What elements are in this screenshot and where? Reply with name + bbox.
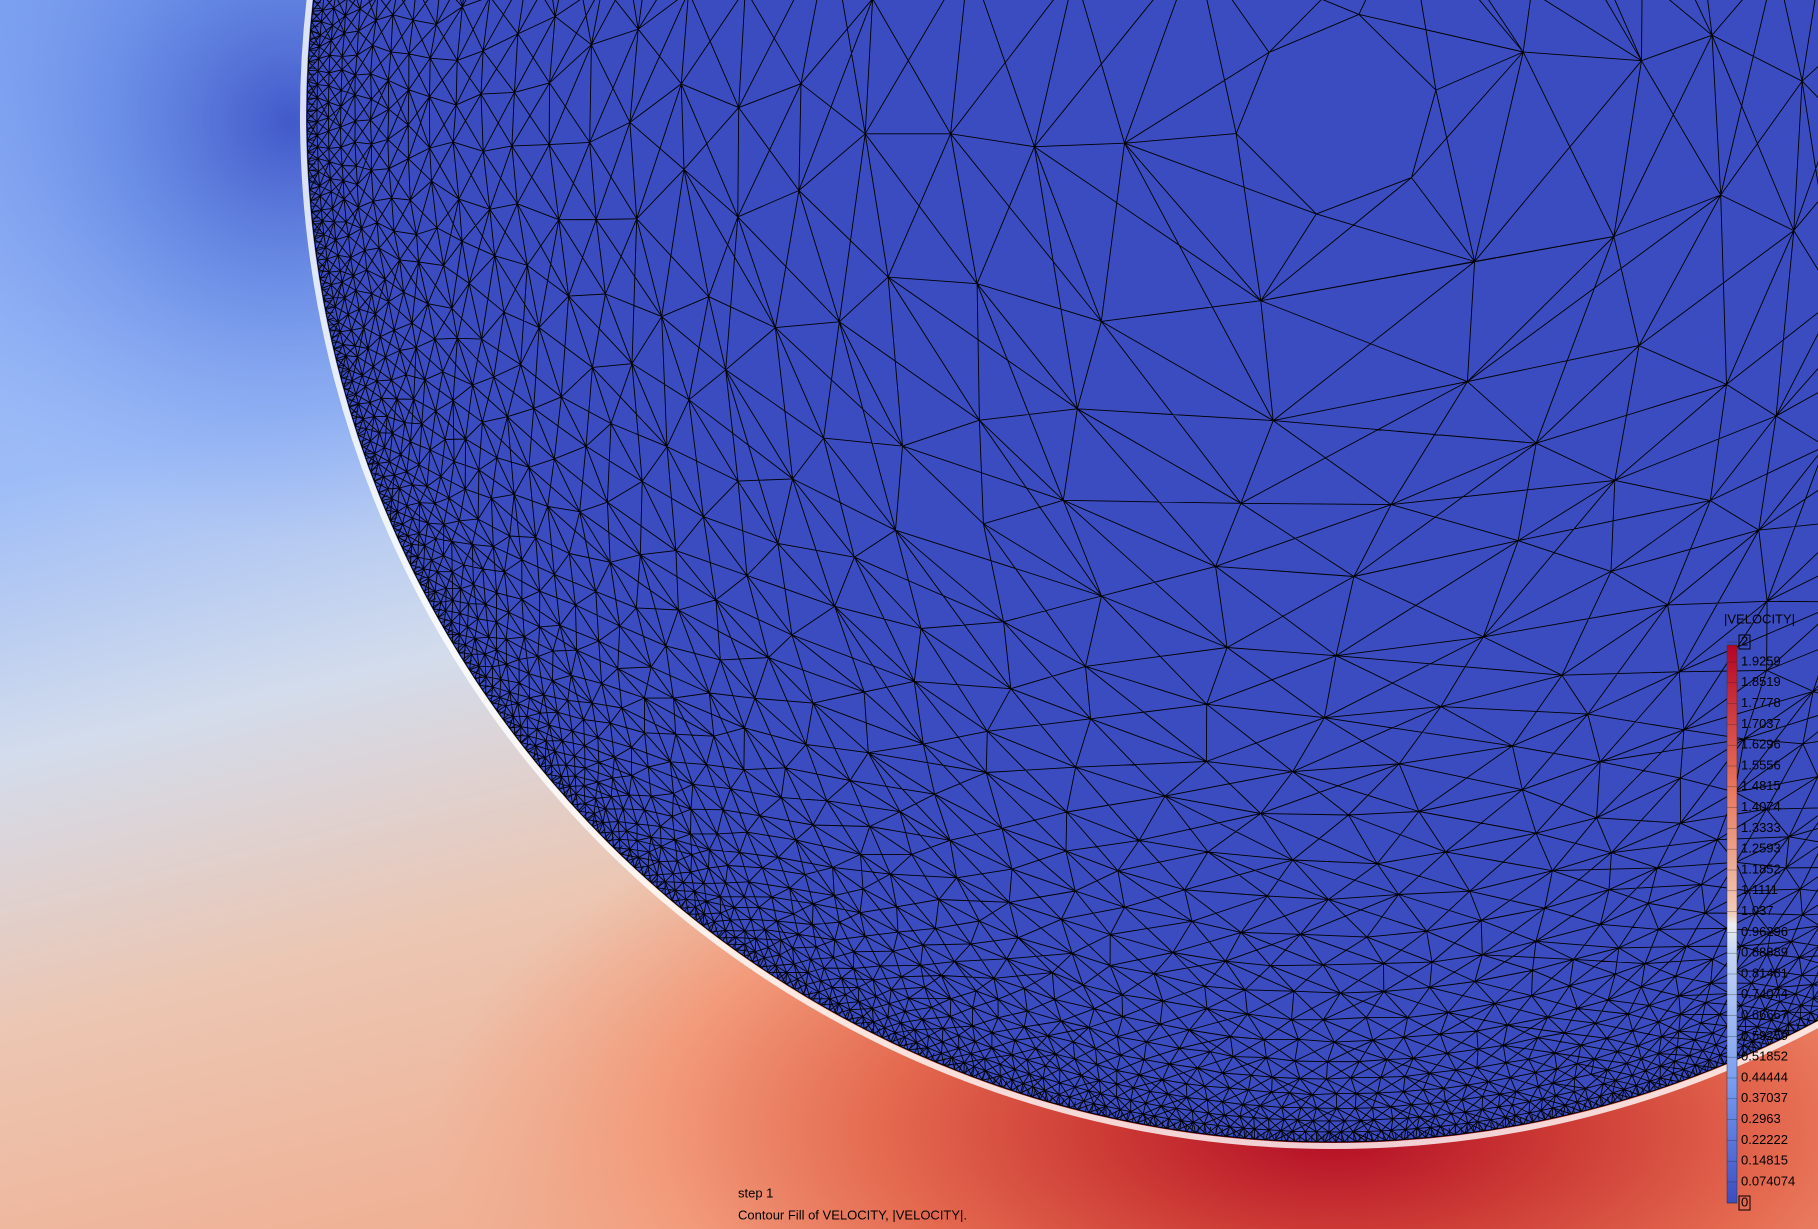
legend-label: 0.66667 — [1741, 1007, 1788, 1022]
legend-label: 0.88889 — [1741, 945, 1788, 960]
legend-label: 1.8519 — [1741, 674, 1781, 689]
legend-bar — [1726, 644, 1738, 1204]
legend-label: 0.44444 — [1741, 1069, 1788, 1084]
legend-label: 1.7778 — [1741, 695, 1781, 710]
legend-label: 1.9259 — [1741, 653, 1781, 668]
step-label: step 1 — [738, 1185, 773, 1200]
legend-label: 0.22222 — [1741, 1132, 1788, 1147]
legend-label: 2 — [1741, 633, 1748, 648]
legend-label: 0.59259 — [1741, 1028, 1788, 1043]
legend-label: 1.1852 — [1741, 861, 1781, 876]
legend-label: 1.7037 — [1741, 716, 1781, 731]
legend-label: 0.96296 — [1741, 924, 1788, 939]
boundary-layer — [300, 0, 1818, 1149]
mesh — [307, 0, 1818, 1142]
cylinder-edge — [306, 0, 1818, 1143]
legend-label: 0 — [1741, 1194, 1748, 1209]
legend-label: 0.2963 — [1741, 1111, 1781, 1126]
legend-end-box — [1738, 1195, 1751, 1211]
legend-label: 0.37037 — [1741, 1090, 1788, 1105]
legend-label: 0.74074 — [1741, 986, 1788, 1001]
legend-label: 0.074074 — [1741, 1173, 1795, 1188]
legend-end-box — [1738, 634, 1751, 650]
legend-label: 0.14815 — [1741, 1153, 1788, 1168]
legend-label: 1.5556 — [1741, 757, 1781, 772]
legend-label: 1.3333 — [1741, 820, 1781, 835]
legend-label: 0.51852 — [1741, 1049, 1788, 1064]
legend-label: 1.2593 — [1741, 841, 1781, 856]
mesh-edges — [307, 0, 1818, 1142]
legend-label: 1.037 — [1741, 903, 1774, 918]
legend-label: 1.4815 — [1741, 778, 1781, 793]
legend-label: 1.4074 — [1741, 799, 1781, 814]
color-legend: |VELOCITY| 2 1.9259 1.8519 1.7778 1.7037 1.62… — [1724, 611, 1795, 1211]
fine-mesh-ring — [307, 0, 1818, 1142]
legend-label: 0.81481 — [1741, 965, 1788, 980]
result-description: Contour Fill of VELOCITY, |VELOCITY|. — [738, 1207, 967, 1222]
legend-label: 1.6296 — [1741, 737, 1781, 752]
legend-label: 1.1111 — [1741, 882, 1778, 897]
legend-title: |VELOCITY| — [1724, 611, 1795, 626]
